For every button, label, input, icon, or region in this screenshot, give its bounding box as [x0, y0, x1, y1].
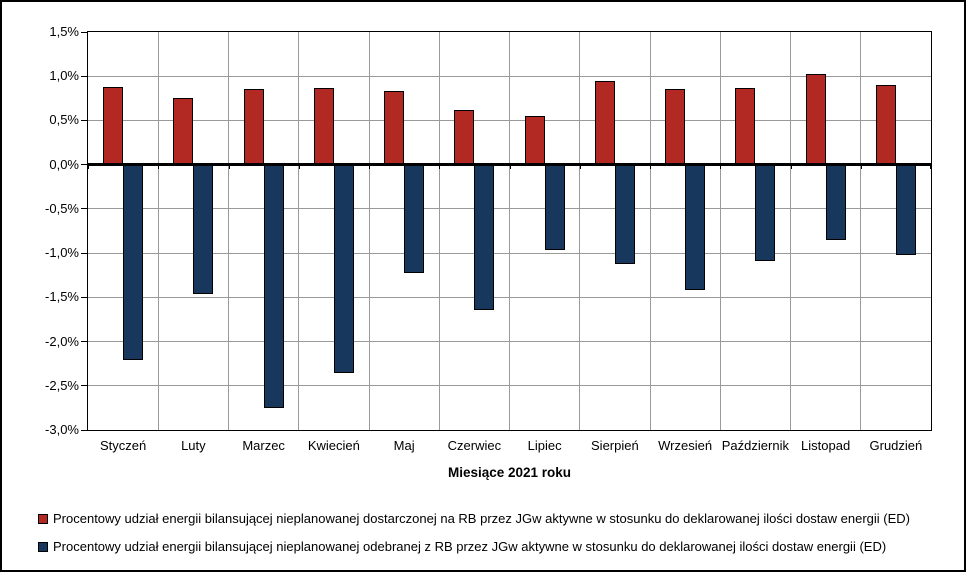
bar-received-grudzień — [895, 164, 916, 255]
plot-area — [87, 31, 932, 431]
x-tick-label-czerwiec: Czerwiec — [447, 438, 502, 453]
legend-marker-delivered-icon — [38, 514, 48, 524]
bar-received-kwiecień — [333, 164, 354, 374]
x-tick-label-lipiec: Lipiec — [527, 438, 562, 453]
zero-axis-tick — [720, 166, 722, 170]
y-tick-label: 0,0% — [49, 156, 79, 172]
bar-received-czerwiec — [474, 164, 495, 310]
v-gridline — [298, 32, 300, 430]
x-axis-title: Miesiące 2021 roku — [447, 465, 572, 480]
v-gridline — [790, 32, 791, 430]
v-gridline — [860, 32, 862, 430]
y-tick-label: 1,0% — [49, 68, 79, 84]
x-tick-label-maj: Maj — [393, 438, 415, 453]
bar-received-lipiec — [544, 164, 565, 250]
bar-received-styczeń — [123, 164, 143, 361]
x-tick-label-wrzesień: Wrzesień — [658, 438, 713, 453]
v-gridline — [368, 32, 370, 430]
bar-delivered-lipiec — [524, 116, 545, 165]
bar-delivered-grudzień — [875, 85, 896, 165]
bar-received-wrzesień — [685, 164, 705, 291]
zero-axis-tick — [509, 166, 511, 170]
x-tick-label-październik: Październik — [721, 438, 789, 453]
v-gridline — [579, 32, 581, 430]
zero-axis-tick — [790, 166, 792, 170]
x-tick-label-luty: Luty — [181, 438, 206, 453]
bar-delivered-marzec — [243, 88, 264, 165]
bar-delivered-styczeń — [103, 86, 123, 165]
zero-axis-tick — [88, 166, 89, 170]
bar-received-maj — [404, 164, 424, 273]
v-gridline — [438, 32, 440, 430]
y-tick-label: 1,5% — [49, 24, 79, 39]
y-tick-label: -1,0% — [45, 245, 79, 261]
bar-received-październik — [755, 164, 776, 262]
bar-delivered-maj — [384, 91, 404, 165]
zero-axis-tick — [860, 166, 862, 170]
y-tick-mark — [81, 119, 87, 121]
x-tick-label-listopad: Listopad — [801, 438, 851, 453]
y-tick-mark — [81, 296, 87, 298]
y-tick-label: -3,0% — [45, 422, 79, 437]
zero-axis-tick — [228, 166, 230, 170]
y-tick-label: -2,0% — [45, 333, 79, 349]
v-gridline — [509, 32, 510, 430]
zero-axis-tick — [298, 166, 300, 170]
bar-delivered-wrzesień — [665, 89, 685, 165]
bar-delivered-kwiecień — [313, 87, 334, 165]
y-tick-label: -1,5% — [45, 289, 79, 305]
v-gridline — [649, 32, 651, 430]
x-tick-label-sierpień: Sierpień — [591, 438, 639, 453]
y-tick-mark — [81, 429, 87, 431]
legend-marker-received-icon — [38, 542, 48, 552]
y-tick-mark — [81, 341, 87, 343]
zero-axis-tick — [439, 166, 441, 170]
bar-delivered-sierpień — [594, 80, 615, 165]
bar-delivered-listopad — [805, 74, 826, 165]
legend-item-received: Procentowy udział energii bilansującej n… — [38, 540, 886, 554]
zero-axis-tick — [579, 166, 581, 170]
zero-axis-line — [88, 163, 931, 167]
x-tick-label-marzec: Marzec — [242, 438, 285, 453]
y-tick-mark — [81, 252, 87, 254]
y-tick-mark — [81, 164, 87, 166]
legend-label-delivered: Procentowy udział energii bilansującej n… — [53, 511, 910, 526]
x-tick-label-styczeń: Styczeń — [100, 438, 147, 453]
y-tick-label: -2,5% — [45, 377, 79, 393]
v-gridline — [719, 32, 721, 430]
y-tick-mark — [81, 31, 87, 33]
bar-received-sierpień — [614, 164, 635, 264]
legend-item-delivered: Procentowy udział energii bilansującej n… — [38, 512, 910, 526]
y-tick-mark — [81, 385, 87, 387]
zero-axis-tick — [369, 166, 370, 170]
y-tick-label: 0,5% — [49, 112, 79, 128]
zero-axis-tick — [158, 166, 160, 170]
zero-axis-tick — [650, 166, 651, 170]
bar-received-listopad — [825, 164, 846, 240]
bar-delivered-październik — [735, 87, 756, 165]
y-tick-mark — [81, 75, 87, 77]
v-gridline — [228, 32, 229, 430]
zero-axis-tick — [930, 166, 931, 170]
v-gridline — [157, 32, 159, 430]
y-tick-label: -0,5% — [45, 200, 79, 216]
bar-received-luty — [193, 164, 214, 294]
bar-delivered-czerwiec — [454, 109, 475, 165]
x-tick-label-grudzień: Grudzień — [869, 438, 923, 453]
x-tick-label-kwiecień: Kwiecień — [307, 438, 360, 453]
legend-label-received: Procentowy udział energii bilansującej n… — [53, 539, 887, 554]
y-tick-mark — [81, 208, 87, 210]
bar-received-marzec — [263, 164, 284, 408]
bar-delivered-luty — [173, 98, 194, 165]
